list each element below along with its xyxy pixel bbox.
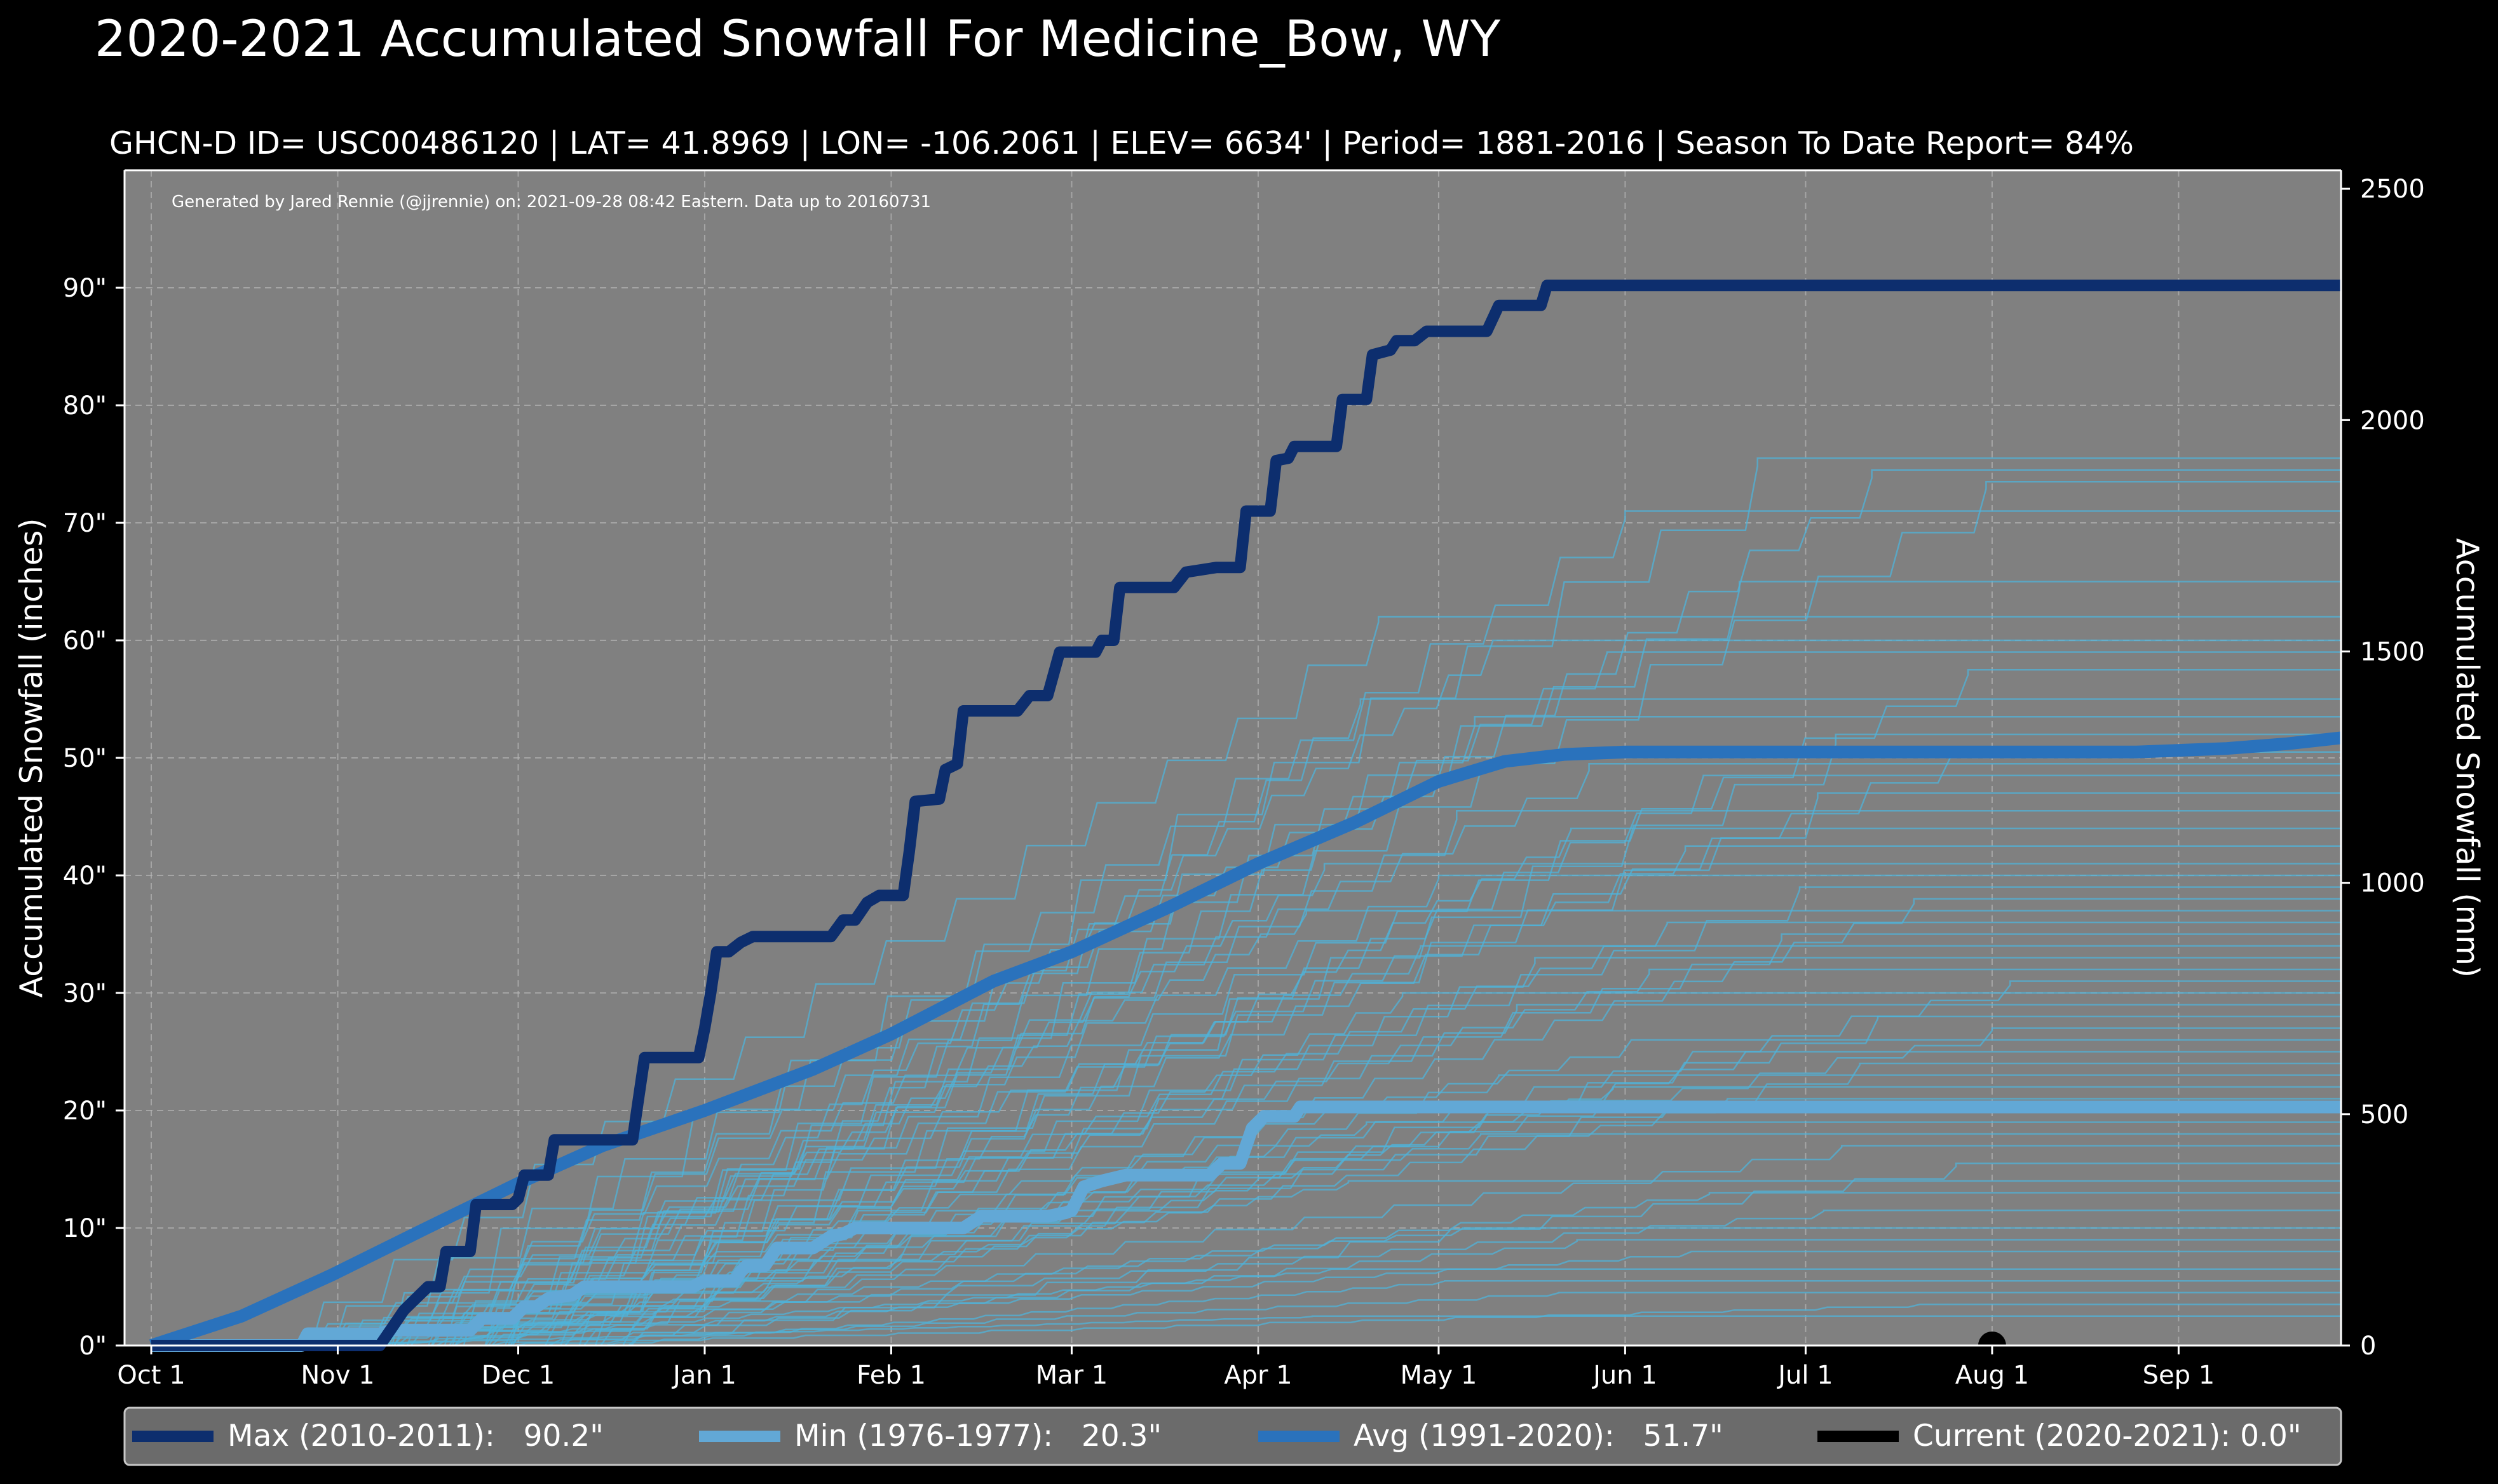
x-tick-label: Nov 1 xyxy=(301,1361,374,1390)
y-left-tick-label: 50" xyxy=(63,744,107,773)
historical-season-line xyxy=(151,651,2341,1347)
chart-subtitle: GHCN-D ID= USC00486120 | LAT= 41.8969 | … xyxy=(109,125,2134,161)
chart-title: 2020-2021 Accumulated Snowfall For Medic… xyxy=(95,11,1501,68)
legend-item: Avg (1991-2020): 51.7" xyxy=(1258,1419,1723,1454)
historical-season-line xyxy=(151,1280,2341,1347)
y-left-tick-label: 40" xyxy=(63,861,107,891)
x-tick-label: Mar 1 xyxy=(1036,1361,1108,1390)
legend-label: Current (2020-2021): 0.0" xyxy=(1913,1419,2301,1454)
y-axis-label-left: Accumulated Snowfall (inches) xyxy=(13,518,50,998)
legend-label: Avg (1991-2020): 51.7" xyxy=(1354,1419,1723,1454)
historical-season-line xyxy=(151,863,2341,1347)
historical-season-line xyxy=(151,733,2341,1347)
historical-season-line xyxy=(151,792,2341,1347)
historical-season-line xyxy=(151,827,2341,1347)
highlight-series-lines xyxy=(149,280,2342,1359)
historical-season-line xyxy=(151,1145,2341,1347)
y-left-tick-label: 30" xyxy=(63,979,107,1008)
x-tick-label: Jun 1 xyxy=(1591,1361,1657,1390)
y-left-tick-label: 90" xyxy=(63,274,107,303)
historical-season-line xyxy=(151,763,2341,1347)
y-left-tick-label: 0" xyxy=(79,1332,107,1361)
y-right-tick-label: 1500 xyxy=(2360,637,2425,666)
historical-season-line xyxy=(151,1268,2341,1347)
historical-season-line xyxy=(151,1027,2341,1347)
historical-season-line xyxy=(151,581,2341,1347)
generated-by-annotation: Generated by Jared Rennie (@jjrennie) on… xyxy=(172,192,931,212)
historical-season-line xyxy=(151,1086,2341,1347)
max-series-line xyxy=(151,280,2341,1351)
historical-season-line xyxy=(151,1051,2341,1347)
y-right-tick-label: 2500 xyxy=(2360,175,2425,204)
y-left-tick-label: 10" xyxy=(63,1214,107,1243)
x-tick-label: May 1 xyxy=(1401,1361,1477,1390)
axes: Oct 1 Nov 1 Dec 1 Jan 1 Feb 1 Mar 1 Apr 1 May 1… xyxy=(63,169,2425,1390)
y-left-tick-label: 80" xyxy=(63,391,107,421)
legend: Max (2010-2011): 90.2" Min (1976-1977): 2… xyxy=(123,1406,2342,1466)
y-left-tick-label: 60" xyxy=(63,626,107,656)
y-left-tick-label: 20" xyxy=(63,1096,107,1126)
historical-season-line xyxy=(151,481,2341,1347)
historical-season-line xyxy=(151,945,2341,1347)
historical-season-line xyxy=(151,639,2341,1347)
historical-season-line xyxy=(151,1192,2341,1347)
x-tick-label: Sep 1 xyxy=(2143,1361,2215,1390)
x-tick-label: Oct 1 xyxy=(117,1361,185,1390)
historical-season-line xyxy=(151,992,2341,1347)
x-tick-label: Dec 1 xyxy=(482,1361,555,1390)
legend-box xyxy=(123,1406,2342,1466)
historical-season-line xyxy=(151,980,2341,1347)
historical-season-line xyxy=(151,510,2341,1347)
legend-label: Min (1976-1977): 20.3" xyxy=(794,1419,1162,1454)
historical-season-line xyxy=(151,1292,2341,1347)
x-tick-label: Feb 1 xyxy=(857,1361,926,1390)
historical-season-line xyxy=(151,1239,2341,1347)
historical-season-line xyxy=(151,910,2341,1347)
y-right-tick-label: 1000 xyxy=(2360,869,2425,898)
historical-season-line xyxy=(151,1180,2341,1347)
historical-seasons-lines xyxy=(151,457,2341,1347)
historical-season-line xyxy=(151,1250,2341,1347)
y-right-tick-label: 0 xyxy=(2360,1332,2376,1361)
y-left-tick-label: 70" xyxy=(63,509,107,538)
historical-season-line xyxy=(151,1004,2341,1347)
x-tick-label: Jul 1 xyxy=(1776,1361,1833,1390)
legend-item: Min (1976-1977): 20.3" xyxy=(699,1419,1162,1454)
x-tick-label: Apr 1 xyxy=(1224,1361,1292,1390)
min-series-line xyxy=(151,1100,2341,1352)
x-tick-label: Jan 1 xyxy=(671,1361,737,1390)
historical-season-line xyxy=(151,1121,2341,1347)
y-axis-label-right: Accumulated Snowfall (mm) xyxy=(2449,538,2485,978)
y-right-tick-label: 2000 xyxy=(2360,406,2425,435)
historical-season-line xyxy=(151,1315,2341,1347)
legend-item: Current (2020-2021): 0.0" xyxy=(1817,1419,2301,1454)
legend-label: Max (2010-2011): 90.2" xyxy=(227,1419,604,1454)
x-tick-label: Aug 1 xyxy=(1955,1361,2029,1390)
historical-season-line xyxy=(151,1098,2341,1347)
historical-season-line xyxy=(151,1304,2341,1347)
legend-item: Max (2010-2011): 90.2" xyxy=(132,1419,604,1454)
historical-season-line xyxy=(151,1039,2341,1347)
y-right-tick-label: 500 xyxy=(2360,1100,2408,1130)
